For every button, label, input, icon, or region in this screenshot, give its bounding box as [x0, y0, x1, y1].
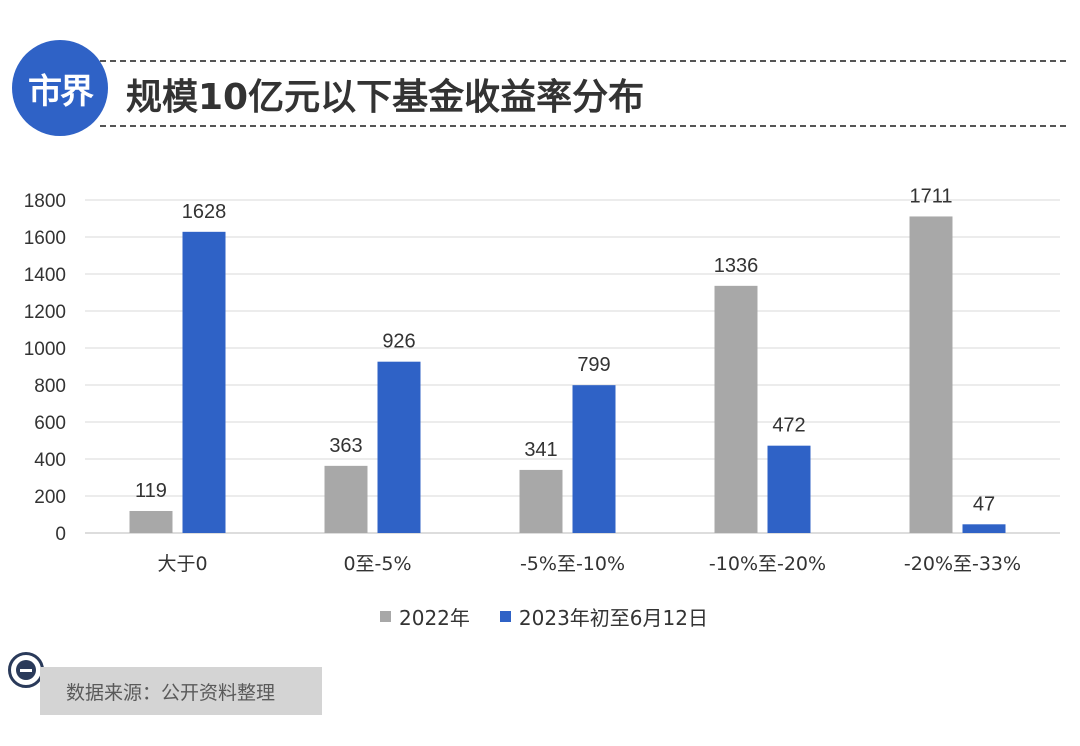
bar — [714, 285, 758, 533]
source-note: 数据来源：公开资料整理 — [40, 667, 322, 715]
legend-swatch-2022 — [380, 611, 391, 622]
data-label: 1711 — [909, 185, 952, 207]
x-tick-label: 0至-5% — [343, 553, 411, 575]
data-label: 926 — [382, 331, 415, 353]
bar — [324, 465, 368, 533]
source-text: 数据来源：公开资料整理 — [66, 681, 276, 704]
data-label: 47 — [973, 493, 995, 515]
bar — [572, 385, 616, 533]
logo: 市界 — [12, 40, 108, 136]
data-label: 1336 — [714, 255, 759, 277]
x-tick-label: -10%至-20% — [709, 553, 826, 575]
x-tick-label: -5%至-10% — [520, 553, 625, 575]
data-label: 363 — [329, 435, 362, 457]
minus-circle-icon — [8, 652, 44, 688]
y-tick-label: 0 — [55, 524, 66, 545]
bottom-dashed-divider — [100, 125, 1066, 127]
data-label: 341 — [524, 439, 557, 461]
chart-legend: 2022年 2023年初至6月12日 — [380, 602, 708, 631]
y-tick-label: 1400 — [24, 265, 66, 286]
legend-label-2023: 2023年初至6月12日 — [518, 606, 708, 630]
page-title: 规模10亿元以下基金收益率分布 — [126, 77, 645, 118]
y-tick-label: 1800 — [24, 191, 66, 212]
bar — [182, 231, 226, 533]
bar — [377, 361, 421, 533]
y-tick-label: 1000 — [24, 339, 66, 360]
x-tick-label: 大于0 — [157, 553, 207, 575]
y-tick-label: 1600 — [24, 228, 66, 249]
top-dashed-divider — [100, 60, 1066, 62]
y-tick-label: 400 — [34, 450, 66, 471]
bar-chart: 0 200 400 600 800 1000 1200 1400 1600 1800 大于0 119 1… — [24, 185, 1060, 575]
bar — [767, 445, 811, 533]
bar — [519, 469, 563, 533]
y-tick-label: 800 — [34, 376, 66, 397]
y-tick-label: 600 — [34, 413, 66, 434]
legend-swatch-2023 — [499, 611, 511, 622]
legend-item-2022: 2022年 — [380, 602, 470, 631]
header: 市界 规模10亿元以下基金收益率分布 — [0, 0, 1080, 150]
logo-text: 市界 — [28, 71, 94, 112]
y-tick-label: 200 — [34, 487, 66, 508]
bar — [129, 510, 173, 533]
data-label: 799 — [577, 354, 610, 376]
legend-item-2023: 2023年初至6月12日 — [499, 602, 708, 631]
y-tick-label: 1200 — [24, 302, 66, 323]
legend-label-2022: 2022年 — [399, 606, 470, 630]
x-tick-label: -20%至-33% — [904, 553, 1021, 575]
bar — [909, 216, 953, 533]
data-label: 472 — [772, 415, 805, 437]
data-label: 119 — [135, 480, 167, 502]
data-label: 1628 — [182, 201, 227, 223]
bar — [962, 524, 1006, 533]
